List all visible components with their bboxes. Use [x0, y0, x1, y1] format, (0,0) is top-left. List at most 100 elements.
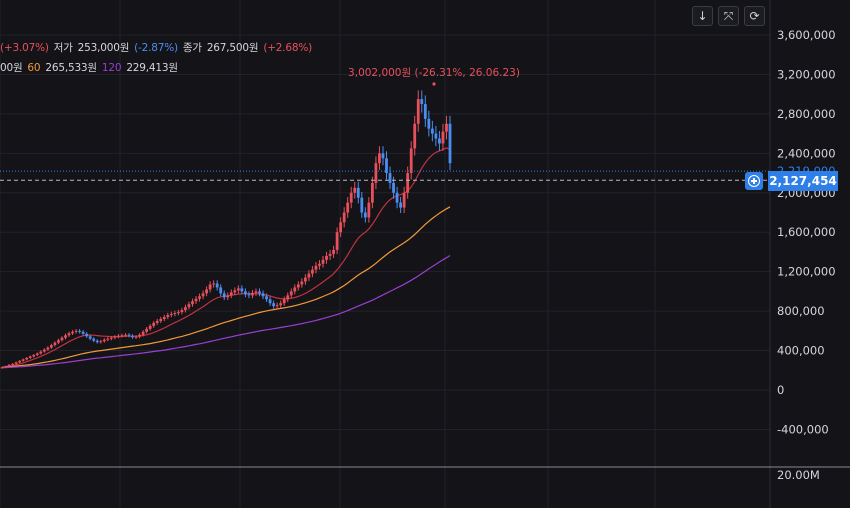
- candle-body-122: [430, 128, 434, 134]
- legend-ma-item-3: 120: [101, 62, 122, 74]
- candle-body-67: [236, 288, 240, 291]
- candle-32: [113, 335, 117, 340]
- candle-22: [78, 329, 82, 334]
- candle-43: [152, 320, 156, 328]
- candle-49: [173, 310, 177, 317]
- candle-body-66: [233, 290, 237, 293]
- candle-101: [356, 181, 360, 204]
- candle-14: [49, 343, 53, 349]
- candle-body-59: [208, 284, 212, 290]
- current-price-tag: 2,127,454: [768, 171, 838, 191]
- candle-body-72: [254, 291, 258, 293]
- arrow-down-icon[interactable]: ↓: [692, 6, 713, 26]
- candle-25: [88, 334, 92, 341]
- candle-88: [311, 266, 314, 278]
- candle-100: [353, 181, 357, 199]
- candle-57: [201, 290, 205, 300]
- candle-body-93: [328, 253, 332, 256]
- candle-body-43: [152, 322, 156, 326]
- candle-120: [423, 95, 427, 127]
- candle-19: [67, 331, 71, 337]
- volume-tick-label-0: 20.00M: [777, 468, 820, 482]
- candle-body-104: [367, 202, 371, 218]
- refresh-icon[interactable]: ⟳: [744, 6, 765, 26]
- y-tick-label-3: 2,400,000: [777, 146, 836, 160]
- candle-body-115: [406, 173, 410, 193]
- candle-39: [138, 333, 141, 339]
- candle-body-20: [71, 331, 74, 334]
- candle-body-32: [113, 336, 117, 338]
- candle-body-103: [363, 212, 367, 218]
- candle-body-90: [318, 263, 321, 266]
- candle-body-83: [293, 287, 297, 292]
- candle-82: [289, 288, 293, 299]
- candle-body-110: [388, 173, 392, 183]
- candle-body-116: [409, 148, 413, 174]
- candle-body-119: [420, 99, 424, 105]
- candle-body-99: [349, 192, 353, 203]
- candle-117: [413, 115, 417, 156]
- candle-56: [198, 293, 201, 302]
- candle-body-113: [399, 202, 403, 208]
- candle-44: [155, 318, 159, 325]
- candle-body-112: [395, 192, 399, 203]
- candle-body-36: [127, 334, 131, 336]
- candle-59: [208, 281, 212, 293]
- candle-0: [0, 366, 4, 369]
- candle-body-82: [289, 291, 293, 296]
- candle-96: [339, 217, 343, 237]
- candle-114: [402, 186, 406, 214]
- candle-89: [314, 262, 318, 274]
- max-annotation-marker: [432, 82, 436, 86]
- ma60-line: [1, 206, 451, 368]
- candle-93: [328, 249, 332, 260]
- candle-body-121: [427, 118, 431, 129]
- legend-ma-item-2: 265,533원: [45, 62, 97, 74]
- candle-body-111: [392, 182, 395, 193]
- candle-body-79: [279, 303, 283, 306]
- candle-body-34: [120, 335, 124, 337]
- candle-body-73: [258, 291, 261, 294]
- candle-55: [194, 296, 198, 304]
- candle-body-6: [21, 359, 25, 361]
- max-annotation-text: 3,002,000원 (-26.31%, 26.06.23): [348, 67, 520, 79]
- y-tick-label-5: 1,600,000: [777, 225, 836, 239]
- candle-87: [307, 270, 311, 281]
- ma20-line: [1, 147, 451, 368]
- candle-126: [445, 115, 448, 140]
- candle-body-120: [423, 104, 427, 119]
- chart-toolbar: ↓ ⤧ ⟳: [692, 6, 765, 26]
- y-tick-label-1: 3,200,000: [777, 67, 836, 81]
- candle-80: [282, 296, 286, 306]
- candle-body-29: [102, 339, 106, 342]
- candle-body-19: [67, 333, 71, 336]
- candle-73: [258, 288, 261, 297]
- candle-116: [409, 141, 413, 180]
- candle-body-89: [314, 265, 318, 270]
- add-alert-button[interactable]: [745, 172, 763, 190]
- legend-ohlc-item-1: 저가: [53, 42, 73, 54]
- candle-body-70: [247, 294, 251, 296]
- candle-105: [370, 176, 374, 209]
- candle-body-16: [57, 340, 60, 343]
- candle-94: [332, 245, 335, 258]
- candle-40: [141, 330, 145, 337]
- candle-20: [71, 330, 74, 335]
- candle-45: [159, 316, 163, 324]
- y-tick-label-2: 2,800,000: [777, 107, 836, 121]
- legend-ma-item-1: 60: [27, 62, 41, 74]
- candle-34: [120, 333, 124, 338]
- candle-body-86: [303, 277, 307, 282]
- candle-63: [222, 290, 226, 301]
- collapse-icon[interactable]: ⤧: [718, 6, 739, 26]
- candle-body-24: [85, 333, 89, 337]
- candle-body-49: [173, 313, 177, 315]
- candle-90: [318, 259, 321, 270]
- candle-65: [229, 289, 233, 299]
- candle-body-40: [141, 331, 145, 335]
- candle-body-77: [272, 303, 276, 307]
- candle-46: [162, 314, 166, 322]
- candle-3: [11, 363, 14, 366]
- candle-body-5: [18, 360, 22, 363]
